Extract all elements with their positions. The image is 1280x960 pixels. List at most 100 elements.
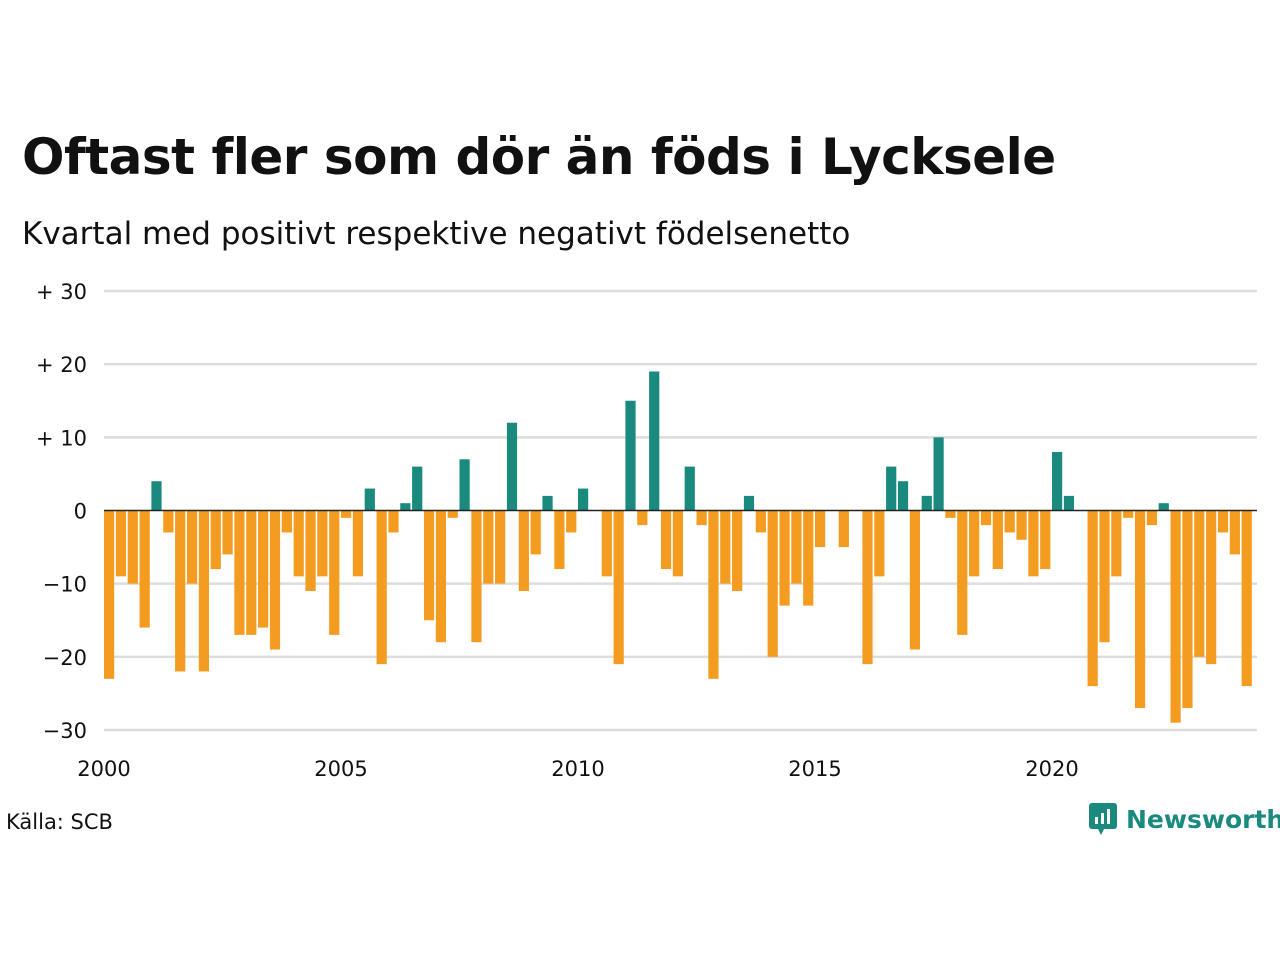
y-tick-label: 0 (74, 500, 87, 524)
bar-2016K1 (862, 510, 873, 665)
bar-2001K3 (175, 510, 186, 672)
bar-2005K1 (341, 510, 352, 518)
bar-2017K1 (909, 510, 920, 650)
bar-2006K1 (388, 510, 399, 533)
bar-2009K1 (530, 510, 541, 555)
bar-2014K2 (779, 510, 790, 606)
bar-2000K1 (104, 510, 115, 679)
bar-2006K4 (423, 510, 435, 621)
bar-2003K3 (269, 510, 281, 650)
bar-2020K2 (1063, 495, 1075, 511)
newsworthy-brand: Newsworthy (1088, 802, 1280, 836)
bar-2018K1 (957, 510, 968, 635)
bar-2024K1 (1241, 510, 1252, 687)
x-tick-label: 2015 (788, 757, 841, 781)
bar-2003K1 (246, 510, 257, 635)
bar-2003K2 (258, 510, 269, 628)
x-tick-label: 2020 (1025, 757, 1078, 781)
bar-2019K2 (1016, 510, 1027, 540)
chart-subtitle: Kvartal med positivt respektive negativt… (22, 216, 851, 252)
bar-2013K4 (755, 510, 766, 533)
y-tick-label: −10 (43, 573, 87, 597)
bar-2002K2 (210, 510, 221, 570)
y-tick-label: −20 (43, 646, 87, 670)
bar-2014K3 (791, 510, 802, 584)
bar-2012K2 (684, 466, 695, 511)
bar-2003K4 (281, 510, 292, 533)
bar-2016K2 (874, 510, 885, 577)
x-tick-label: 2000 (77, 757, 130, 781)
bar-2000K3 (127, 510, 138, 584)
bar-2017K4 (945, 510, 956, 518)
bar-2020K1 (1052, 451, 1063, 511)
bar-2004K2 (305, 510, 316, 591)
bar-2022K2 (1158, 503, 1169, 511)
bar-2005K4 (376, 510, 387, 665)
bar-2022K3 (1170, 510, 1181, 723)
bar-2004K4 (329, 510, 340, 635)
brand-name: Newsworthy (1126, 804, 1280, 834)
bar-2018K2 (969, 510, 980, 577)
bar-2015K1 (815, 510, 826, 548)
bar-2001K4 (186, 510, 198, 584)
bar-2002K3 (222, 510, 233, 555)
bar-2008K1 (483, 510, 494, 584)
bars (104, 371, 1252, 723)
bar-2018K3 (980, 510, 992, 526)
bar-2001K1 (151, 481, 162, 511)
bar-2011K2 (637, 510, 648, 526)
bar-2006K3 (412, 466, 423, 511)
bar-2012K4 (708, 510, 719, 679)
bar-2007K2 (447, 510, 458, 518)
bar-2013K3 (743, 495, 755, 511)
source-label: Källa: SCB (6, 810, 113, 834)
bar-2020K4 (1087, 510, 1098, 687)
bar-2016K3 (886, 466, 897, 511)
bar-2009K3 (554, 510, 565, 570)
y-tick-label: + 30 (36, 280, 87, 304)
bar-2017K3 (933, 437, 944, 511)
bar-2005K2 (352, 510, 364, 577)
bar-2012K1 (672, 510, 683, 577)
bar-2011K3 (649, 371, 660, 511)
bar-2014K1 (767, 510, 778, 657)
y-tick-label: + 20 (36, 353, 87, 377)
chart-title: Oftast fler som dör än föds i Lycksele (22, 128, 1056, 186)
bar-2006K2 (400, 503, 411, 511)
y-tick-label: + 10 (36, 426, 87, 450)
grid-lines (104, 289, 1257, 732)
bar-2019K1 (1004, 510, 1015, 533)
newsworthy-logo-icon (1089, 803, 1117, 835)
bar-2015K3 (838, 510, 849, 548)
bar-2011K4 (660, 510, 672, 570)
bar-2008K4 (518, 510, 529, 591)
bar-2023K3 (1217, 510, 1229, 533)
bar-2023K2 (1206, 510, 1217, 665)
bar-2000K2 (115, 510, 127, 577)
bar-2023K1 (1194, 510, 1205, 657)
bar-2007K4 (471, 510, 482, 643)
bar-2000K4 (139, 510, 150, 628)
bar-2021K4 (1134, 510, 1146, 709)
bar-2018K4 (992, 510, 1003, 570)
bar-2004K1 (293, 510, 304, 577)
x-tick-label: 2005 (314, 757, 367, 781)
bar-2013K1 (720, 510, 731, 584)
bar-2022K4 (1182, 510, 1193, 709)
bar-2004K3 (317, 510, 328, 577)
bar-2013K2 (732, 510, 743, 591)
bar-2008K3 (506, 422, 518, 511)
bar-2002K4 (234, 510, 245, 635)
bar-2008K2 (495, 510, 506, 584)
y-axis-ticks: + 30 + 20 + 10 0 −10 −20 −30 (36, 280, 87, 743)
bar-2019K4 (1040, 510, 1051, 570)
bar-2019K3 (1028, 510, 1039, 577)
bar-2010K4 (613, 510, 624, 665)
bar-2021K3 (1123, 510, 1134, 518)
bar-2022K1 (1146, 510, 1157, 526)
bar-2009K4 (566, 510, 577, 533)
bar-2016K4 (897, 481, 909, 511)
bar-2023K4 (1229, 510, 1240, 555)
x-axis-ticks: 2000 2005 2010 2015 2020 (77, 757, 1078, 781)
